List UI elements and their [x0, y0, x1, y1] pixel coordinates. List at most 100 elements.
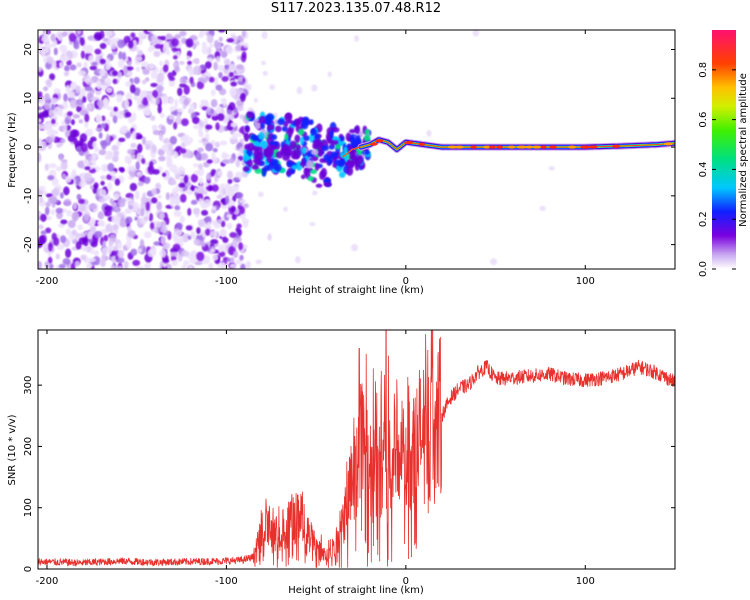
noise-blob: [262, 70, 268, 76]
noise-blob: [52, 187, 60, 197]
noise-blob: [158, 131, 164, 142]
noise-blob: [40, 213, 47, 222]
noise-blob: [104, 30, 113, 38]
noise-blob: [205, 133, 210, 141]
noise-blob: [56, 142, 62, 148]
noise-blob: [152, 169, 160, 175]
noise-blob: [192, 116, 200, 124]
signal-blob: [335, 143, 341, 150]
noise-blob: [147, 63, 155, 70]
noise-blob: [221, 204, 228, 210]
noise-blob: [101, 254, 106, 263]
noise-blob: [269, 84, 276, 90]
noise-blob: [114, 178, 121, 186]
noise-blob: [155, 96, 160, 105]
noise-blob: [119, 167, 125, 173]
noise-blob: [232, 177, 240, 183]
noise-blob: [168, 180, 177, 186]
noise-blob: [80, 50, 86, 59]
signal-hotspot: [532, 145, 542, 149]
noise-blob: [112, 51, 118, 56]
noise-blob: [167, 143, 173, 151]
noise-blob: [222, 153, 231, 158]
noise-blob: [63, 186, 70, 196]
y-tick-label: 100: [23, 498, 34, 517]
noise-blob: [228, 102, 236, 111]
signal-blob: [243, 132, 250, 142]
noise-blob: [60, 235, 67, 244]
noise-blob: [66, 111, 73, 117]
signal-blob: [247, 142, 255, 152]
noise-blob: [89, 217, 96, 227]
noise-blob: [50, 209, 56, 215]
noise-blob: [162, 138, 171, 145]
signal-blob: [252, 135, 258, 142]
noise-blob: [214, 141, 221, 148]
signal-blob: [329, 129, 334, 139]
noise-blob: [84, 44, 94, 54]
noise-blob: [169, 115, 175, 120]
signal-blob: [364, 129, 370, 136]
noise-blob: [44, 93, 50, 101]
noise-blob: [161, 125, 166, 135]
noise-blob: [162, 64, 169, 73]
noise-blob: [235, 192, 244, 199]
snr-panel: -200 -100 0 100 0 100 200 300 Height of straig…: [7, 329, 676, 596]
noise-blob: [182, 237, 189, 243]
signal-blob: [354, 125, 361, 135]
noise-blob: [38, 185, 46, 191]
noise-blob: [159, 248, 167, 258]
chart-title: S117.2023.135.07.48.R12: [270, 1, 442, 16]
noise-blob: [101, 140, 107, 150]
noise-blob: [99, 42, 107, 50]
noise-blob: [105, 133, 111, 143]
noise-blob: [161, 172, 167, 177]
noise-blob: [216, 194, 223, 199]
noise-blob: [118, 137, 126, 143]
noise-blob: [137, 31, 146, 37]
noise-blob: [95, 127, 103, 132]
noise-blob: [174, 116, 182, 125]
noise-blob: [199, 30, 205, 36]
noise-blob: [77, 224, 84, 231]
noise-blob: [295, 256, 301, 264]
noise-blob: [141, 79, 147, 85]
noise-blob: [170, 251, 179, 257]
signal-blob: [338, 171, 346, 178]
noise-blob: [206, 172, 212, 181]
noise-blob: [235, 44, 242, 51]
signal-blob: [307, 175, 314, 182]
noise-blob: [124, 197, 133, 203]
noise-blob: [156, 72, 165, 83]
noise-blob: [38, 112, 47, 118]
noise-blob: [46, 78, 53, 88]
noise-blob: [173, 200, 179, 206]
noise-blob: [45, 216, 53, 221]
signal-blob: [302, 146, 307, 155]
noise-blob: [200, 99, 209, 105]
signal-blob: [291, 164, 298, 170]
noise-blob: [143, 176, 151, 185]
noise-blob: [144, 111, 152, 116]
signal-blob: [286, 160, 293, 167]
noise-blob: [92, 141, 98, 149]
noise-blob: [171, 38, 179, 47]
signal-blob: [310, 169, 318, 175]
noise-blob: [173, 122, 178, 130]
noise-blob: [45, 43, 50, 53]
colorbar-tick-label: 0.8: [698, 62, 709, 78]
noise-blob: [47, 256, 53, 264]
noise-blob: [233, 95, 241, 101]
snr-x-label: Height of straight line (km): [288, 585, 424, 596]
noise-blob: [212, 147, 218, 153]
signal-hotspot: [611, 144, 621, 148]
noise-blob: [65, 248, 72, 258]
noise-blob: [134, 190, 140, 200]
noise-blob: [126, 71, 133, 76]
noise-blob: [203, 198, 212, 208]
noise-blob: [158, 155, 166, 162]
noise-blob: [213, 40, 220, 49]
signal-blob: [269, 140, 276, 146]
colorbar-tick-label: 0.2: [698, 211, 709, 227]
signal-blob: [343, 146, 348, 154]
